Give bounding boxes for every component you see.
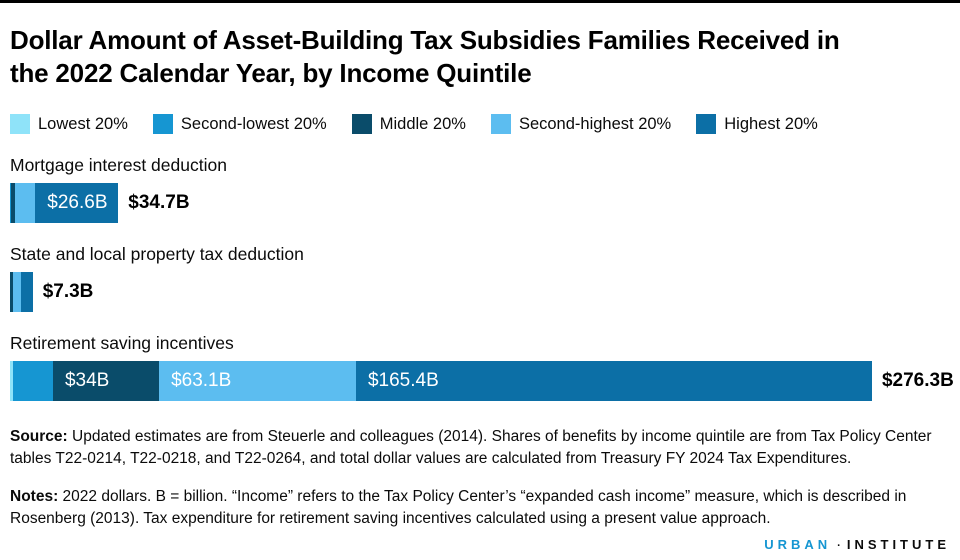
chart-figure: Dollar Amount of Asset-Building Tax Subs… xyxy=(0,24,960,530)
top-border-rule xyxy=(0,0,960,3)
bar-segment-highest-20: $165.4B xyxy=(355,361,872,402)
bar-segment-second-highest-20 xyxy=(13,272,22,313)
stacked-bar xyxy=(10,272,33,313)
bar-category-label: State and local property tax deduction xyxy=(10,244,304,265)
segment-value-label: $165.4B xyxy=(367,370,439,392)
segment-value-label: $63.1B xyxy=(171,370,232,392)
urban-institute-logo: URBAN · INSTITUTE xyxy=(764,537,950,552)
chart-row-mortgage-interest-deduction: Mortgage interest deduction $26.6B $34.7B xyxy=(10,155,950,224)
notes-note: Notes: 2022 dollars. B = billion. “Incom… xyxy=(10,486,948,530)
bar-total-label: $34.7B xyxy=(128,192,190,214)
stacked-bar: $34B $63.1B $165.4B xyxy=(10,361,872,402)
bar-segment-lowest-20 xyxy=(10,361,14,402)
legend-label: Highest 20% xyxy=(724,114,818,133)
bar-segment-second-lowest-20 xyxy=(10,183,11,224)
bar-category-label: Mortgage interest deduction xyxy=(10,155,227,176)
bar-chart: Mortgage interest deduction $26.6B $34.7B S… xyxy=(10,155,954,402)
legend-swatch-second-highest-20 xyxy=(490,114,511,135)
chart-row-retirement-saving-incentives: Retirement saving incentives $34B $63.1B $1… xyxy=(10,333,954,402)
legend-swatch-highest-20 xyxy=(696,114,717,135)
source-text: Updated estimates are from Steuerle and … xyxy=(10,428,932,468)
legend-item-highest-20: Highest 20% xyxy=(696,114,818,135)
legend-swatch-lowest-20 xyxy=(10,114,30,135)
legend-item-lowest-20: Lowest 20% xyxy=(10,114,128,135)
bar-line: $26.6B $34.7B xyxy=(10,183,950,224)
bar-segment-second-highest-20: $63.1B xyxy=(159,361,356,402)
stacked-bar: $26.6B xyxy=(10,183,119,224)
logo-urban-text: URBAN xyxy=(764,537,832,552)
bar-total-label: $7.3B xyxy=(42,281,94,303)
legend: Lowest 20% Second-lowest 20% Middle 20% Sec… xyxy=(10,114,950,135)
page-title-line2: the 2022 Calendar Year, by Income Quinti… xyxy=(10,58,532,89)
segment-value-label: $26.6B xyxy=(47,192,108,214)
legend-swatch-second-lowest-20 xyxy=(152,114,173,135)
legend-item-middle-20: Middle 20% xyxy=(351,114,466,135)
segment-value-label: $34B xyxy=(64,370,110,392)
bar-category-label: Retirement saving incentives xyxy=(10,333,234,354)
bar-segment-highest-20 xyxy=(21,272,33,313)
legend-label: Second-lowest 20% xyxy=(180,114,327,133)
legend-label: Second-highest 20% xyxy=(518,114,672,133)
bar-segment-middle-20 xyxy=(10,183,15,224)
bar-segment-highest-20: $26.6B xyxy=(35,183,119,224)
legend-label: Lowest 20% xyxy=(38,114,128,133)
page-title-line1: Dollar Amount of Asset-Building Tax Subs… xyxy=(10,25,840,55)
logo-dot-separator: · xyxy=(837,540,841,552)
bar-segment-middle-20 xyxy=(10,272,14,313)
notes-label: Notes: xyxy=(10,487,59,505)
page-title: Dollar Amount of Asset-Building Tax Subs… xyxy=(10,24,950,90)
legend-label: Middle 20% xyxy=(379,114,466,133)
bar-total-label: $276.3B xyxy=(881,370,954,392)
chart-row-state-and-local-property-tax-deduction: State and local property tax deduction $7… xyxy=(10,244,950,313)
source-note: Source: Updated estimates are from Steue… xyxy=(10,426,948,470)
bar-segment-middle-20: $34B xyxy=(52,361,160,402)
bar-segment-second-lowest-20 xyxy=(13,361,53,402)
legend-swatch-middle-20 xyxy=(351,114,372,135)
legend-item-second-highest-20: Second-highest 20% xyxy=(490,114,672,135)
notes-text: 2022 dollars. B = billion. “Income” refe… xyxy=(10,487,907,527)
source-label: Source: xyxy=(10,428,68,446)
bar-segment-second-highest-20 xyxy=(14,183,36,224)
legend-item-second-lowest-20: Second-lowest 20% xyxy=(152,114,327,135)
logo-institute-text: INSTITUTE xyxy=(846,537,950,552)
bar-line: $34B $63.1B $165.4B $276.3B xyxy=(10,361,954,402)
bar-line: $7.3B xyxy=(10,272,950,313)
